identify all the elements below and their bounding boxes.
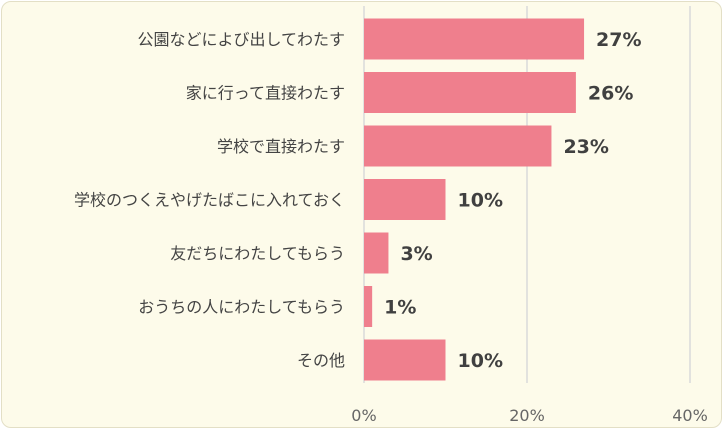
value-label: 23%	[563, 136, 608, 158]
category-label: おうちの人にわたしてもらう	[138, 298, 345, 317]
value-label: 10%	[458, 190, 503, 212]
value-label: 1%	[384, 297, 416, 319]
bar	[364, 339, 446, 381]
value-label: 27%	[596, 29, 641, 51]
bar	[364, 18, 585, 60]
value-labels: 27% 26% 23% 10% 3% 1% 10%	[384, 29, 641, 372]
category-label: 友だちにわたしてもらう	[170, 244, 345, 263]
category-label: その他	[297, 351, 345, 370]
category-label: 学校で直接わたす	[217, 137, 345, 156]
bar	[364, 72, 576, 113]
category-label: 公園などによび出してわたす	[137, 30, 345, 49]
bar	[364, 125, 552, 167]
category-label: 家に行って直接わたす	[186, 84, 345, 103]
category-labels: 公園などによび出してわたす家に行って直接わたす学校で直接わたす学校のつくえやげた…	[74, 30, 345, 370]
x-tick-label: 40%	[672, 406, 708, 425]
value-label: 10%	[458, 350, 503, 372]
x-tick-label: 20%	[509, 406, 545, 425]
value-label: 3%	[400, 243, 432, 265]
bars	[364, 18, 585, 381]
bar	[364, 232, 389, 274]
bar	[364, 179, 446, 220]
x-tick-label: 0%	[351, 406, 376, 425]
category-label: 学校のつくえやげたばこに入れておく	[74, 191, 345, 210]
bar	[364, 286, 373, 327]
x-tick-labels: 0% 20% 40%	[351, 406, 707, 425]
value-label: 26%	[588, 83, 633, 105]
